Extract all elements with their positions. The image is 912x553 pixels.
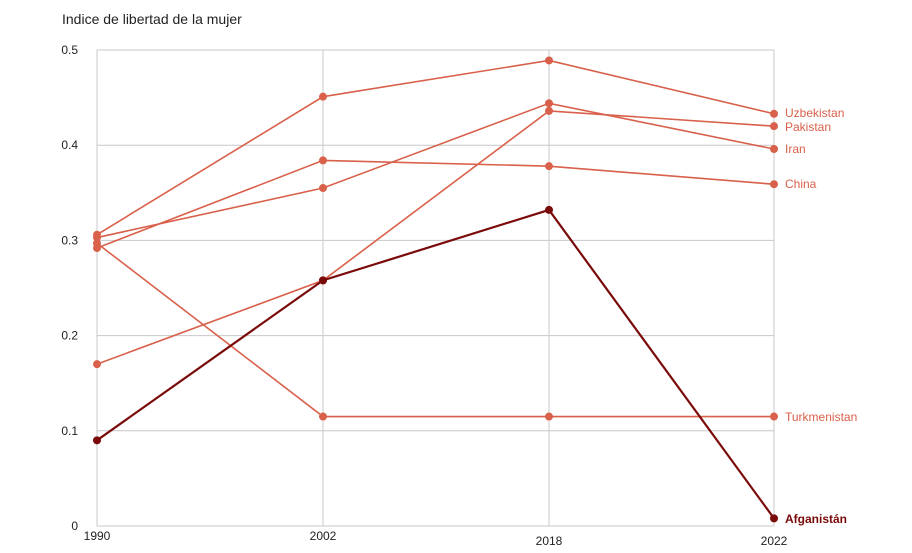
data-point bbox=[770, 180, 778, 189]
data-point bbox=[545, 205, 553, 214]
series-label: China bbox=[785, 177, 817, 191]
data-point bbox=[770, 109, 778, 118]
axes: 0 0.1 0.2 0.3 0.4 0.5 1990 2002 2018 2022 bbox=[61, 43, 787, 548]
x-tick-label: 2018 bbox=[536, 534, 563, 548]
data-point bbox=[770, 514, 778, 523]
series-line bbox=[96, 242, 774, 418]
y-tick-label: 0.1 bbox=[61, 424, 78, 438]
series-label: Turkmenistan bbox=[785, 410, 857, 424]
y-tick-label: 0.2 bbox=[61, 329, 78, 343]
data-point bbox=[319, 92, 327, 101]
chart-title: Indice de libertad de la mujer bbox=[62, 11, 242, 27]
series-lines bbox=[96, 59, 775, 520]
y-tick-label: 0.3 bbox=[61, 233, 78, 247]
data-point bbox=[770, 122, 778, 131]
data-point bbox=[93, 436, 101, 445]
data-point bbox=[93, 233, 101, 242]
data-point bbox=[545, 99, 553, 108]
series-line bbox=[96, 110, 775, 365]
data-point bbox=[770, 145, 778, 154]
y-tick-label: 0.4 bbox=[61, 138, 78, 152]
series-points bbox=[93, 56, 778, 523]
data-point bbox=[319, 412, 327, 421]
series-line bbox=[96, 102, 775, 239]
x-tick-label: 2022 bbox=[761, 534, 788, 548]
data-point bbox=[770, 412, 778, 421]
data-point bbox=[319, 156, 327, 165]
series-label: Afganistán bbox=[785, 512, 847, 526]
y-tick-label: 0 bbox=[71, 519, 78, 533]
data-point bbox=[545, 106, 553, 115]
data-point bbox=[319, 276, 327, 285]
data-point bbox=[545, 412, 553, 421]
x-tick-label: 2002 bbox=[310, 529, 337, 543]
x-tick-label: 1990 bbox=[84, 529, 111, 543]
data-point bbox=[545, 162, 553, 171]
series-label: Pakistan bbox=[785, 120, 831, 134]
data-point bbox=[93, 360, 101, 369]
grid bbox=[96, 49, 775, 527]
y-tick-label: 0.5 bbox=[61, 43, 78, 57]
data-point bbox=[93, 239, 101, 248]
data-point bbox=[319, 184, 327, 193]
series-label: Iran bbox=[785, 142, 806, 156]
data-point bbox=[545, 56, 553, 65]
series-line bbox=[96, 208, 775, 520]
series-label: Uzbekistan bbox=[785, 106, 844, 120]
series-line bbox=[96, 59, 775, 236]
series-line bbox=[96, 159, 775, 249]
